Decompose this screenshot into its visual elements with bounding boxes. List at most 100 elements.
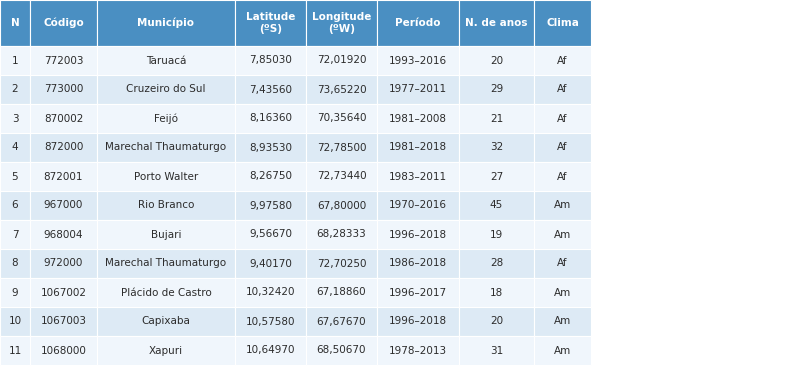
Text: 32: 32: [490, 142, 503, 153]
Text: 773000: 773000: [44, 84, 84, 94]
Bar: [459, 249, 534, 278]
Bar: [235, 104, 306, 133]
Bar: [459, 162, 534, 191]
Bar: [235, 0, 306, 46]
Bar: [235, 278, 306, 307]
Bar: [534, 307, 591, 336]
Text: 1993–2016: 1993–2016: [389, 56, 447, 66]
Bar: [30, 133, 97, 162]
Text: Af: Af: [557, 56, 567, 66]
Bar: [534, 162, 591, 191]
Bar: [0, 220, 30, 249]
Text: 870002: 870002: [44, 114, 84, 123]
Bar: [377, 133, 459, 162]
Bar: [306, 220, 377, 249]
Bar: [0, 46, 30, 75]
Bar: [377, 336, 459, 365]
Text: 967000: 967000: [44, 201, 84, 210]
Text: 1977–2011: 1977–2011: [389, 84, 447, 94]
Text: 1983–2011: 1983–2011: [389, 171, 447, 182]
Text: Af: Af: [557, 84, 567, 94]
Text: 1981–2008: 1981–2008: [389, 114, 447, 123]
Bar: [0, 133, 30, 162]
Text: 872000: 872000: [44, 142, 84, 153]
Text: 67,18860: 67,18860: [317, 288, 366, 297]
Text: 27: 27: [490, 171, 503, 182]
Bar: [534, 46, 591, 75]
Text: Af: Af: [557, 171, 567, 182]
Text: 29: 29: [490, 84, 503, 94]
Bar: [377, 75, 459, 104]
Text: 72,70250: 72,70250: [317, 258, 366, 268]
Bar: [30, 249, 97, 278]
Bar: [97, 104, 235, 133]
Text: 1970–2016: 1970–2016: [389, 201, 447, 210]
Bar: [459, 133, 534, 162]
Text: Am: Am: [554, 230, 571, 240]
Text: 4: 4: [12, 142, 18, 153]
Text: Plácido de Castro: Plácido de Castro: [121, 288, 211, 297]
Bar: [306, 104, 377, 133]
Text: 10: 10: [9, 316, 21, 327]
Text: 19: 19: [490, 230, 503, 240]
Text: Af: Af: [557, 258, 567, 268]
Bar: [459, 336, 534, 365]
Text: 5: 5: [12, 171, 18, 182]
Text: 1981–2018: 1981–2018: [389, 142, 447, 153]
Text: 8,93530: 8,93530: [249, 142, 292, 153]
Text: Município: Município: [137, 18, 195, 28]
Text: 72,01920: 72,01920: [317, 56, 366, 66]
Bar: [534, 191, 591, 220]
Bar: [97, 307, 235, 336]
Text: 1996–2018: 1996–2018: [389, 316, 447, 327]
Text: 68,28333: 68,28333: [317, 230, 366, 240]
Text: 28: 28: [490, 258, 503, 268]
Bar: [97, 75, 235, 104]
Text: 968004: 968004: [44, 230, 84, 240]
Text: 10,32420: 10,32420: [246, 288, 296, 297]
Bar: [306, 0, 377, 46]
Bar: [97, 46, 235, 75]
Bar: [235, 191, 306, 220]
Text: 3: 3: [12, 114, 18, 123]
Bar: [377, 278, 459, 307]
Text: Af: Af: [557, 114, 567, 123]
Text: Cruzeiro do Sul: Cruzeiro do Sul: [126, 84, 206, 94]
Bar: [377, 249, 459, 278]
Bar: [306, 46, 377, 75]
Text: Marechal Thaumaturgo: Marechal Thaumaturgo: [106, 258, 227, 268]
Text: 18: 18: [490, 288, 503, 297]
Bar: [306, 249, 377, 278]
Text: Capixaba: Capixaba: [142, 316, 191, 327]
Bar: [377, 162, 459, 191]
Bar: [459, 307, 534, 336]
Bar: [306, 133, 377, 162]
Bar: [377, 220, 459, 249]
Text: 73,65220: 73,65220: [317, 84, 366, 94]
Text: Am: Am: [554, 288, 571, 297]
Text: 8,26750: 8,26750: [249, 171, 292, 182]
Bar: [377, 104, 459, 133]
Text: Longitude
(ºW): Longitude (ºW): [312, 12, 371, 34]
Bar: [97, 0, 235, 46]
Bar: [0, 104, 30, 133]
Text: Am: Am: [554, 201, 571, 210]
Bar: [235, 75, 306, 104]
Bar: [306, 191, 377, 220]
Text: 2: 2: [12, 84, 18, 94]
Bar: [459, 0, 534, 46]
Bar: [235, 46, 306, 75]
Text: 8: 8: [12, 258, 18, 268]
Bar: [30, 0, 97, 46]
Text: 45: 45: [490, 201, 503, 210]
Bar: [235, 307, 306, 336]
Text: 6: 6: [12, 201, 18, 210]
Bar: [97, 191, 235, 220]
Bar: [534, 220, 591, 249]
Text: 67,67670: 67,67670: [317, 316, 366, 327]
Bar: [377, 191, 459, 220]
Text: 70,35640: 70,35640: [317, 114, 366, 123]
Text: Af: Af: [557, 142, 567, 153]
Bar: [235, 336, 306, 365]
Bar: [459, 104, 534, 133]
